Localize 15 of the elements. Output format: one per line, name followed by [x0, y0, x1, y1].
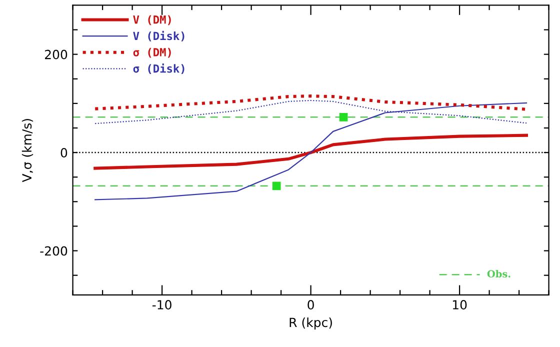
x-tick-label: 10 — [452, 300, 467, 310]
legend-label: V (DM) — [133, 15, 171, 26]
y-axis-title: V,σ (km/s) — [22, 118, 34, 182]
y-tick-label: -200 — [40, 246, 68, 256]
line-series — [94, 134, 528, 170]
y-tick-label: 0 — [60, 148, 68, 158]
legend-label: V (Disk) — [133, 30, 184, 42]
x-tick-label: -10 — [152, 300, 172, 310]
legend-label: σ (Disk) — [133, 64, 184, 74]
x-tick-label: 0 — [308, 300, 314, 310]
legend-label: Obs. — [487, 270, 510, 278]
y-tick-label: 200 — [44, 50, 68, 60]
legend-label: σ (DM) — [133, 48, 171, 58]
x-axis-title: R (kpc) — [290, 317, 332, 330]
line-series — [94, 102, 528, 200]
